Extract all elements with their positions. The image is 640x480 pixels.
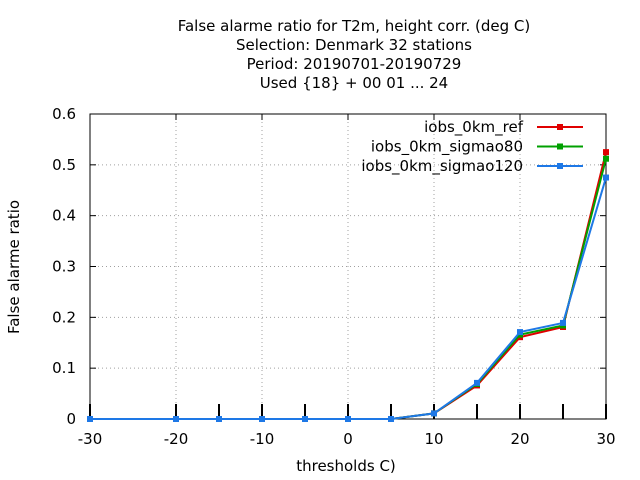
y-tick-label: 0.2 [52, 308, 76, 326]
x-tick-label: 20 [510, 430, 529, 448]
x-tick-label: -30 [78, 430, 103, 448]
legend-swatch-marker [557, 163, 563, 169]
grid-lines [90, 114, 606, 419]
series-iobs_0km_sigmao120 [87, 174, 609, 422]
series-lines [87, 149, 609, 422]
data-point [388, 416, 394, 422]
x-tick-label: 0 [343, 430, 353, 448]
title-line-1: False alarme ratio for T2m, height corr.… [178, 17, 531, 35]
data-point [603, 149, 609, 156]
series-line [90, 158, 607, 420]
data-point [603, 174, 609, 181]
data-point [517, 329, 523, 336]
y-axis-label: False alarme ratio [5, 200, 23, 334]
data-point [345, 416, 351, 422]
x-axis-label: thresholds C) [296, 457, 396, 475]
data-point [560, 319, 566, 326]
legend-swatch-marker [557, 124, 563, 130]
data-point [431, 410, 437, 417]
legend-label: iobs_0km_sigmao80 [371, 138, 523, 157]
data-point [302, 416, 308, 422]
y-tick-label: 0.4 [52, 207, 76, 225]
y-tick-label: 0.1 [52, 359, 76, 377]
x-axis-ticks: -30 -20 -10 0 10 20 30 [78, 114, 616, 448]
y-tick-label: 0.5 [52, 156, 76, 174]
legend-label: iobs_0km_ref [424, 118, 524, 137]
x-tick-label: 30 [596, 430, 615, 448]
title-line-4: Used {18} + 00 01 ... 24 [260, 74, 448, 92]
chart-title: False alarme ratio for T2m, height corr.… [178, 17, 531, 92]
x-tick-label: -10 [250, 430, 275, 448]
legend-label: iobs_0km_sigmao120 [361, 157, 523, 176]
y-axis-ticks: 0 0.1 0.2 0.3 0.4 0.5 0.6 [52, 105, 606, 428]
legend: iobs_0km_refiobs_0km_sigmao80iobs_0km_si… [361, 118, 583, 176]
y-tick-label: 0.6 [52, 105, 76, 123]
data-point [173, 416, 179, 422]
x-tick-label: -20 [164, 430, 189, 448]
data-point [474, 379, 480, 386]
data-point [259, 416, 265, 422]
title-line-3: Period: 20190701-20190729 [247, 55, 462, 73]
data-point [603, 155, 609, 162]
y-tick-label: 0.3 [52, 258, 76, 276]
data-point [216, 416, 222, 422]
x-tick-label: 10 [424, 430, 443, 448]
data-point [87, 416, 93, 422]
legend-swatch-marker [557, 143, 563, 150]
series-line [90, 177, 607, 420]
title-line-2: Selection: Denmark 32 stations [236, 36, 472, 54]
y-tick-label: 0 [66, 410, 76, 428]
